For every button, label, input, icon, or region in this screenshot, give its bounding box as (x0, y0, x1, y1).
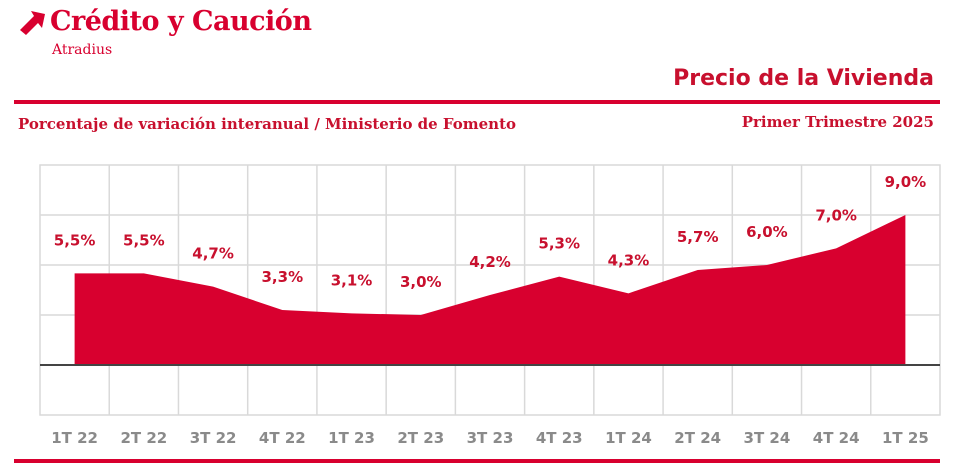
x-tick-label: 1T 24 (605, 429, 652, 447)
data-label: 5,7% (677, 228, 719, 246)
x-tick-label: 4T 22 (259, 429, 306, 447)
page-title: Precio de la Vivienda (673, 66, 934, 91)
data-label: 6,0% (746, 223, 788, 241)
x-tick-label: 3T 24 (744, 429, 791, 447)
data-label: 3,0% (400, 273, 442, 291)
divider-top (14, 100, 940, 104)
data-label: 3,3% (262, 268, 304, 286)
x-tick-label: 3T 22 (190, 429, 237, 447)
period-label: Primer Trimestre 2025 (741, 113, 934, 131)
x-tick-label: 2T 22 (120, 429, 167, 447)
x-tick-label: 1T 23 (328, 429, 375, 447)
x-tick-label: 4T 24 (813, 429, 860, 447)
plot-frame (39, 164, 941, 416)
brand-name: Crédito y Caución (50, 6, 312, 37)
x-tick-label: 2T 23 (397, 429, 444, 447)
data-label: 4,2% (469, 253, 511, 271)
data-label: 5,5% (123, 231, 165, 249)
divider-bottom (14, 459, 940, 463)
chart-subtitle: Porcentaje de variación interanual / Min… (18, 115, 517, 133)
data-label: 3,1% (331, 271, 373, 289)
data-label: 9,0% (885, 173, 927, 191)
data-label: 4,7% (192, 245, 234, 263)
area-series (74, 215, 906, 365)
x-tick-label: 1T 22 (51, 429, 98, 447)
x-tick-label: 1T 25 (882, 429, 929, 447)
data-label: 7,0% (815, 206, 857, 224)
brand-mark-icon (20, 11, 45, 35)
brand-logo: Crédito y Caución Atradius (18, 4, 318, 60)
data-label: 5,3% (538, 235, 580, 253)
data-label: 5,5% (54, 231, 96, 249)
x-tick-label: 2T 24 (674, 429, 721, 447)
x-tick-label: 3T 23 (467, 429, 514, 447)
x-tick-label: 4T 23 (536, 429, 583, 447)
brand-subname: Atradius (52, 42, 113, 58)
data-label: 4,3% (608, 251, 650, 269)
